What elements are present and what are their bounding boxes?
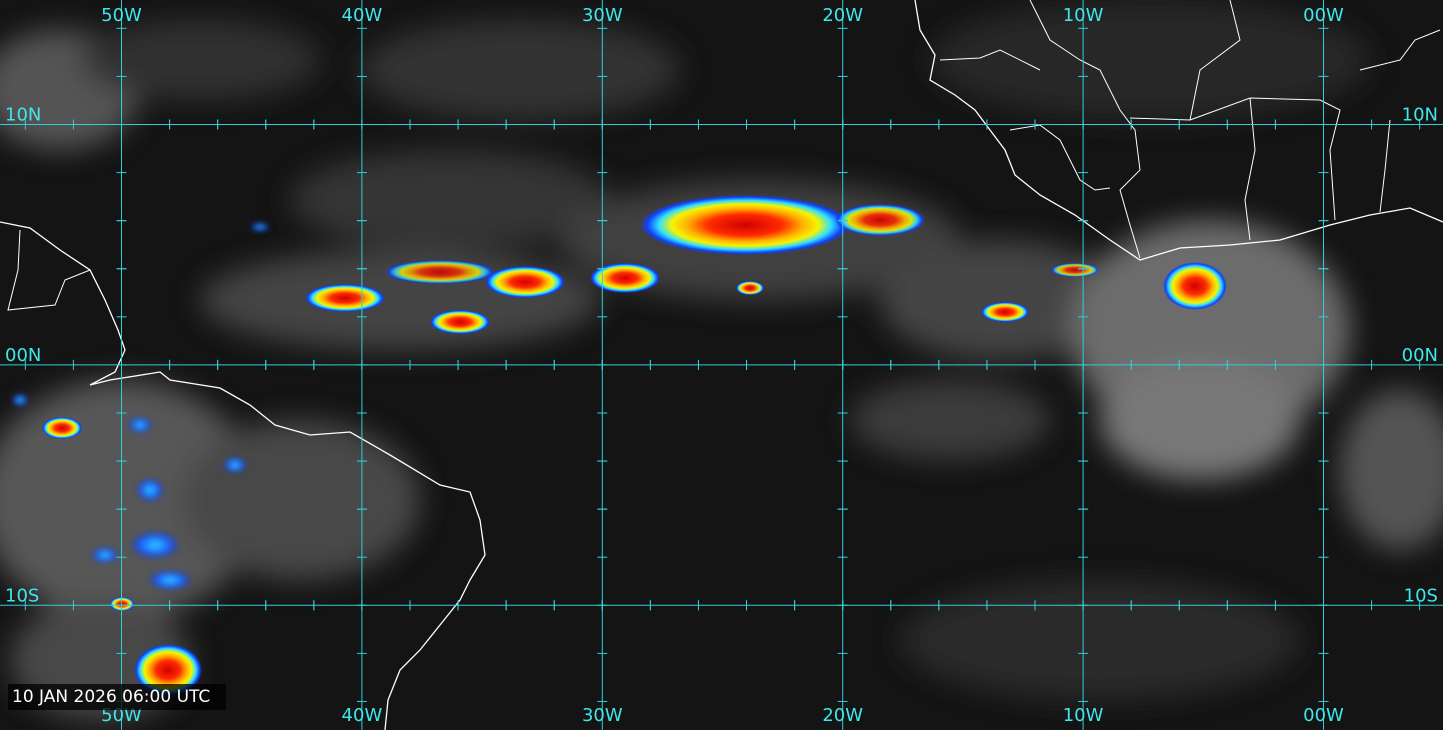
latitude-label: 00N: [1402, 345, 1438, 366]
longitude-label: 10W: [1063, 705, 1104, 726]
longitude-label: 50W: [101, 5, 142, 26]
longitude-label: 50W: [101, 705, 142, 726]
longitude-label: 10W: [1063, 5, 1104, 26]
longitude-label: 30W: [582, 705, 623, 726]
convection: [12, 195, 1227, 696]
longitude-label: 20W: [822, 5, 863, 26]
latitude-label: 00N: [5, 345, 41, 366]
timestamp: 10 JAN 2026 06:00 UTC: [12, 687, 210, 707]
longitude-label: 20W: [822, 705, 863, 726]
timestamp-box: [8, 684, 226, 710]
latitude-label: 10S: [5, 585, 39, 606]
longitude-label: 40W: [342, 705, 383, 726]
latitude-label: 10S: [1404, 585, 1438, 606]
labels: 50W 40W 30W 20W 10W 00W 50W 40W 30W 20W 10W 00W 10N 0…: [5, 5, 1438, 726]
longitude-label: 30W: [582, 5, 623, 26]
longitude-label: 00W: [1303, 705, 1344, 726]
longitude-label: 00W: [1303, 5, 1344, 26]
longitude-label: 40W: [342, 5, 383, 26]
latitude-label: 10N: [5, 105, 41, 126]
latitude-label: 10N: [1402, 105, 1438, 126]
